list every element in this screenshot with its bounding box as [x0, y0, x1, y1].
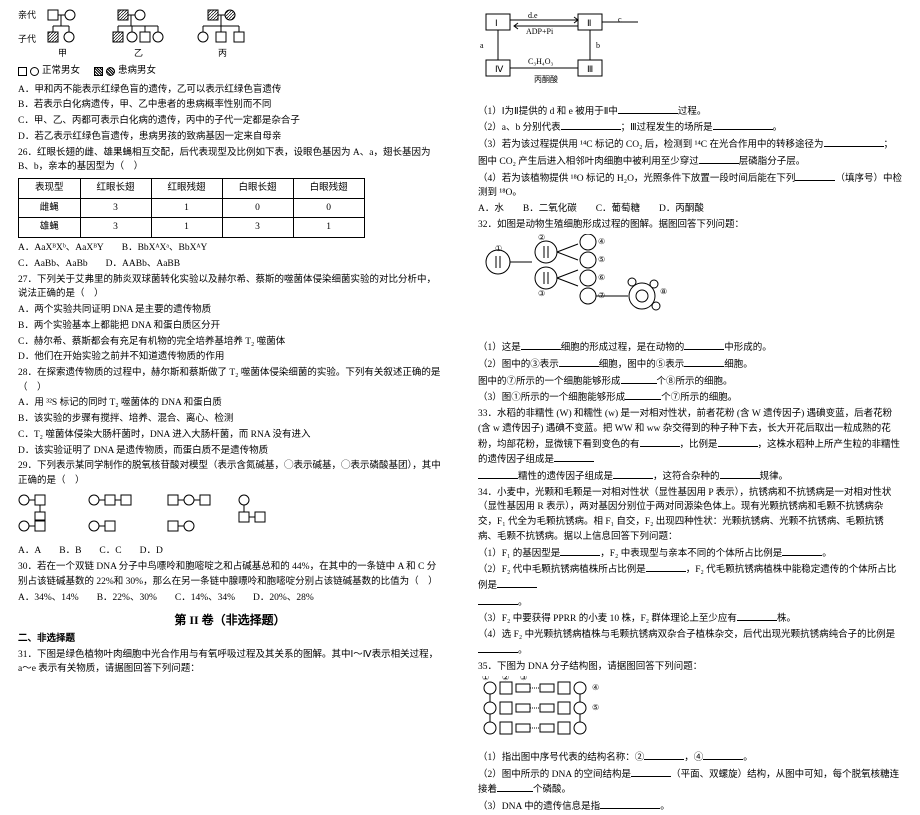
- q31-4opts: A．水 B．二氧化碳 C．葡萄糖 D．丙酮酸: [478, 202, 902, 217]
- svg-text:②: ②: [502, 676, 509, 682]
- svg-text:乙: 乙: [134, 48, 143, 58]
- svg-text:Ⅳ: Ⅳ: [495, 64, 504, 74]
- svg-text:丙: 丙: [218, 48, 227, 58]
- svg-text:丙酮酸: 丙酮酸: [534, 74, 558, 84]
- svg-text:ADP+Pi: ADP+Pi: [526, 27, 554, 36]
- gen2-label: 子代: [18, 34, 36, 44]
- svg-text:Ⅰ: Ⅰ: [495, 18, 498, 28]
- gen1-label: 亲代: [18, 9, 36, 20]
- q31-stem: 31．下图是绿色植物叶肉细胞中光合作用与有氧呼吸过程及其关系的图解。其中Ⅰ～Ⅳ表…: [18, 648, 442, 677]
- q32-3b: （3）图①所示的一个细胞能够形成个⑦所示的细胞。: [478, 390, 902, 406]
- q28-opt-b: B．该实验的步骤有搅拌、培养、混合、离心、检测: [18, 412, 442, 427]
- q26-opts-1: A．AaXᴮXᵇ、AaXᴮYB．BbXᴬXᵃ、BbXᴬY: [18, 241, 442, 256]
- q32-2: （2）图中的③表示细胞，图中的⑤表示细胞。: [478, 357, 902, 373]
- svg-text:③: ③: [520, 676, 527, 682]
- q28-opt-c: C．T₂ 噬菌体侵染大肠杆菌时，DNA 进入大肠杆菌，而 RNA 没有进入: [18, 428, 442, 443]
- svg-text:d.e: d.e: [528, 11, 538, 20]
- q34-2b: 。: [478, 595, 902, 611]
- q34-4: （4）选 F₂ 中光颗抗锈病植株与毛颗抗锈病双杂合子植株杂交，后代出现光颗抗锈病…: [478, 628, 902, 658]
- svg-text:③: ③: [538, 289, 545, 298]
- q28-opt-d: D．该实验证明了 DNA 是遗传物质，而蛋白质不是遗传物质: [18, 444, 442, 459]
- q31-diagram: Ⅰ Ⅱ d.e ADP+Pi Ⅳ Ⅲ C₃H₄O₃ 丙酮酸 a b c: [478, 8, 902, 100]
- q32-3a: 图中的⑦所示的一个细胞能够形成个⑧所示的细胞。: [478, 374, 902, 390]
- pedigree-diagram: 亲代 子代 甲 乙 丙: [18, 8, 442, 79]
- legend-affected: 患病男女: [94, 64, 156, 79]
- q31-2: （2）a、b 分别代表；Ⅲ过程发生的场所是。: [478, 120, 902, 136]
- q35-3: （3）DNA 中的遗传信息是指。: [478, 799, 902, 815]
- section2-title: 第 II 卷（非选择题）: [18, 611, 442, 630]
- q28-opt-a: A．用 ³²S 标记的同时 T₂ 噬菌体的 DNA 和蛋白质: [18, 396, 442, 411]
- q27-opt-a: A．两个实验共同证明 DNA 是主要的遗传物质: [18, 303, 442, 318]
- legend-normal: 正常男女: [18, 64, 80, 79]
- q25-opt-b: B．若表示白化病遗传，甲、乙中患者的患病概率性别而不同: [18, 98, 442, 113]
- svg-text:⑤: ⑤: [592, 703, 599, 712]
- svg-text:②: ②: [538, 234, 545, 242]
- q35-diagram: ① ② ③ ④ ⑤: [478, 676, 902, 746]
- svg-text:Ⅲ: Ⅲ: [587, 64, 593, 74]
- svg-text:a: a: [480, 41, 484, 50]
- q33-stem: 33．水稻的非糯性 (W) 和糯性 (w) 是一对相对性状，前者花粉 (含 W …: [478, 407, 902, 468]
- svg-text:Ⅱ: Ⅱ: [587, 18, 591, 28]
- q26-table: 表现型红眼长翅红眼残翅白眼长翅白眼残翅 雌蝇3100 雄蝇3131: [18, 178, 365, 238]
- svg-text:⑤: ⑤: [598, 255, 605, 264]
- q34-3: （3）F₂ 中要获得 PPRR 的小麦 10 株，F₂ 群体理论上至少应有株。: [478, 611, 902, 627]
- q29-opts: A．AB．BC．CD．D: [18, 544, 442, 559]
- q31-4: （4）若为该植物提供 ¹⁸O 标记的 H₂O，光照条件下放置一段时间后能在下列（…: [478, 171, 902, 201]
- q25-opt-d: D．若乙表示红绿色盲遗传，患病男孩的致病基因一定来自母亲: [18, 130, 442, 145]
- q31-1: （1）Ⅰ为Ⅱ提供的 d 和 e 被用于Ⅱ中过程。: [478, 104, 902, 120]
- q27-opt-d: D．他们在开始实验之前并不知道遗传物质的作用: [18, 350, 442, 365]
- q26-stem: 26．红眼长翅的雌、雄果蝇相互交配，后代表现型及比例如下表，设眼色基因为 A、a…: [18, 146, 442, 175]
- section2-sub: 二、非选择题: [18, 632, 442, 647]
- svg-text:C₃H₄O₃: C₃H₄O₃: [528, 57, 553, 66]
- q34-1: （1）F₁ 的基因型是，F₂ 中表现型与亲本不同的个体所占比例是。: [478, 546, 902, 562]
- q32-1: （1）这是细胞的形成过程，是在动物的中形成的。: [478, 340, 902, 356]
- svg-text:④: ④: [592, 683, 599, 692]
- svg-text:④: ④: [598, 237, 605, 246]
- q27-opt-b: B．两个实验基本上都能把 DNA 和蛋白质区分开: [18, 319, 442, 334]
- q34-stem: 34．小麦中，光颗和毛颗是一对相对性状（显性基因用 P 表示），抗锈病和不抗锈病…: [478, 486, 902, 545]
- q33-cont: 糯性的遗传因子组成是，这符合杂种的规律。: [478, 469, 902, 485]
- q35-2: （2）图中所示的 DNA 的空间结构是（平面、双螺旋）结构，从图中可知，每个脱氧…: [478, 767, 902, 798]
- q29-stem: 29．下列表示某同学制作的脱氧核苷酸对模型（表示含氮碱基，◯表示碱基，◯表示磷酸…: [18, 459, 442, 488]
- q35-1: （1）指出图中序号代表的结构名称：②，④。: [478, 750, 902, 766]
- q32-stem: 32．如图是动物生殖细胞形成过程的图解。据图回答下列问题：: [478, 218, 902, 233]
- svg-text:⑧: ⑧: [660, 287, 667, 296]
- svg-text:c: c: [618, 15, 622, 24]
- q30-opts: A．34%、14%B．22%、30%C．14%、34%D．20%、28%: [18, 591, 442, 606]
- svg-text:b: b: [596, 41, 600, 50]
- q35-stem: 35．下图为 DNA 分子结构图，请据图回答下列问题：: [478, 660, 902, 675]
- q28-stem: 28．在探索遗传物质的过程中，赫尔斯和蔡斯做了 T₂ 噬菌体侵染细菌的实验。下列…: [18, 366, 442, 395]
- q25-opt-c: C．甲、乙、丙都可表示白化病的遗传，丙中的子代一定都是杂合子: [18, 114, 442, 129]
- q31-3b: 图中 CO₂ 产生后进入相邻叶肉细胞中被利用至少穿过层磷脂分子层。: [478, 154, 902, 170]
- q31-3: （3）若为该过程提供用 ¹⁴C 标记的 CO₂ 后，检测到 ¹⁴C 在光合作用中…: [478, 137, 902, 153]
- q27-stem: 27．下列关于艾弗里的肺炎双球菌转化实验以及赫尔希、蔡斯的噬菌体侵染细菌实验的对…: [18, 273, 442, 302]
- svg-text:⑥: ⑥: [598, 273, 605, 282]
- q29-diagram: [18, 492, 442, 542]
- q30-stem: 30．若在一个双链 DNA 分子中鸟嘌呤和胞嘧啶之和占碱基总和的 44%，在其中…: [18, 560, 442, 589]
- q27-opt-c: C．赫尔希、蔡斯都会有充足有机物的完全培养基培养 T₂ 噬菌体: [18, 335, 442, 350]
- q26-opts-2: C．AaBb、AaBbD．AABb、AaBB: [18, 257, 442, 272]
- q34-2: （2）F₂ 代中毛颗抗锈病植株所占比例是，F₂ 代毛颗抗锈病植株中能稳定遗传的个…: [478, 562, 902, 593]
- svg-text:甲: 甲: [58, 48, 67, 58]
- q25-opt-a: A．甲和丙不能表示红绿色盲的遗传，乙可以表示红绿色盲遗传: [18, 83, 442, 98]
- svg-text:①: ①: [495, 244, 502, 253]
- svg-text:①: ①: [482, 676, 489, 682]
- q32-diagram: ① ② ③ ④ ⑤ ⑥ ⑦ ⑧: [478, 234, 902, 336]
